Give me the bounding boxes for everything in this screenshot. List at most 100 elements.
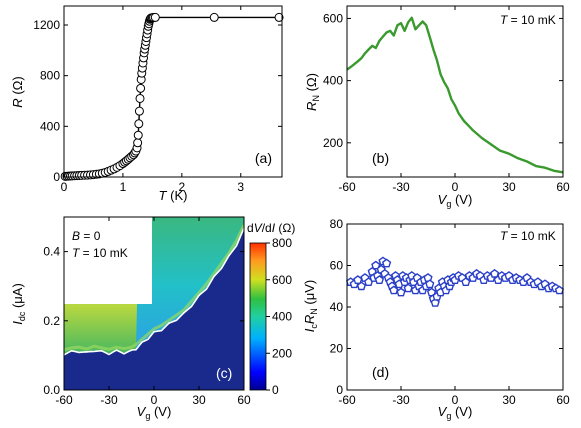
colorbar-ticks: 0 200 400 600 800 (266, 236, 292, 397)
panel-c-annotation-b: B = 0 (72, 229, 101, 243)
x-tick-label: 30 (192, 393, 206, 407)
panel-d-ylabel: IcRN (μV) (302, 280, 319, 332)
panel-c-annotation-t: T = 10 mK (72, 246, 128, 260)
colorbar (249, 242, 267, 391)
data-point (425, 279, 435, 289)
y-tick-label: 0 (53, 170, 60, 184)
panel-d-frame (346, 223, 564, 391)
data-point (136, 83, 146, 93)
y-tick-label: 20 (330, 342, 344, 356)
panel-d-series (345, 256, 565, 307)
x-tick-label: 2 (178, 180, 185, 194)
x-tick-label: 60 (556, 180, 570, 194)
data-point (389, 285, 399, 295)
panel-d-ticks: -60 -30 0 30 60 0 20 40 60 80 (330, 217, 570, 407)
y-tick-label: 80 (330, 217, 344, 231)
panel-d-label: (d) (372, 364, 389, 380)
panel-c-heatmap (64, 217, 244, 390)
data-point (489, 268, 500, 278)
y-tick-label: 1200 (33, 18, 60, 32)
switching-current-contour (64, 227, 244, 356)
x-tick-label: -30 (392, 180, 410, 194)
x-tick-label: 0 (61, 180, 68, 194)
x-tick-label: 0 (151, 393, 158, 407)
x-tick-label: 60 (237, 393, 251, 407)
panel-b-xlabel: Vg (V) (438, 192, 473, 209)
data-point (381, 258, 392, 268)
data-point (150, 12, 160, 22)
colorbar-tick-label: 800 (272, 236, 292, 250)
y-tick-label: 400 (323, 74, 343, 88)
x-tick-label: 60 (556, 393, 570, 407)
resistance-line (65, 16, 280, 178)
panel-a-series (60, 12, 284, 181)
x-tick-label: 3 (237, 180, 244, 194)
panel-a-ylabel: R (Ω) (10, 76, 25, 107)
panel-a-label: (a) (255, 150, 272, 166)
data-point (461, 277, 471, 286)
panel-a-xlabel: T (K) (159, 188, 188, 203)
panel-b-label: (b) (372, 150, 389, 166)
panel-a-frame (63, 5, 283, 178)
x-tick-label: 30 (502, 393, 516, 407)
colorbar-tick-label: 200 (272, 346, 292, 360)
y-tick-label: 0.4 (43, 245, 60, 259)
data-point (356, 281, 367, 291)
data-point (374, 275, 385, 284)
panel-d: -60 -30 0 30 60 0 20 40 60 80 (d) T = 10 mK Vg (V… (302, 217, 570, 421)
panel-c-ticks: -60 -30 0 30 60 0.0 0.2 0.4 (43, 217, 251, 407)
panel-c-frame (63, 216, 245, 391)
panel-b-series (346, 16, 564, 174)
heatmap-band (64, 224, 244, 352)
panel-c-xlabel: Vg (V) (137, 404, 172, 421)
data-point (134, 106, 144, 116)
heatmap-inset-blank (64, 217, 152, 304)
data-point (134, 119, 144, 129)
panel-d-xlabel: Vg (V) (438, 404, 473, 421)
data-point (396, 287, 406, 297)
data-point (133, 138, 143, 148)
panel-c-label: (c) (216, 365, 232, 381)
panel-b-ticks: -60 -30 0 30 60 200 400 600 (323, 6, 570, 194)
panel-a-ticks: 0 1 2 3 0 400 800 1200 (33, 6, 282, 194)
panel-b-annotation: T = 10 mK (500, 13, 556, 27)
panel-b-frame (346, 5, 564, 178)
y-tick-label: 400 (40, 119, 60, 133)
data-point (403, 283, 413, 293)
y-tick-label: 800 (40, 69, 60, 83)
data-point (371, 260, 381, 270)
colorbar-tick-label: 400 (272, 310, 292, 324)
x-tick-label: -30 (392, 393, 410, 407)
x-tick-label: 0 (452, 180, 459, 194)
y-tick-label: 40 (330, 300, 344, 314)
x-tick-label: 1 (120, 180, 127, 194)
data-point (135, 93, 145, 103)
x-tick-label: -60 (338, 180, 356, 194)
data-point (209, 12, 219, 22)
x-tick-label: -30 (100, 393, 118, 407)
y-tick-label: 600 (323, 11, 343, 25)
y-tick-label: 60 (330, 259, 344, 273)
panel-d-annotation: T = 10 mK (500, 229, 556, 243)
x-tick-label: 30 (502, 180, 516, 194)
y-tick-label: 200 (323, 136, 343, 150)
panel-b-ylabel: RN (Ω) (304, 73, 321, 111)
panel-b: -60 -30 0 30 60 200 400 600 (b) T = 10 mK Vg (V… (304, 5, 570, 209)
x-tick-label: -60 (338, 393, 356, 407)
data-point (353, 275, 363, 284)
y-tick-label: 0.2 (43, 314, 60, 328)
data-point (274, 12, 284, 22)
colorbar-tick-label: 600 (272, 273, 292, 287)
x-tick-label: 0 (452, 393, 459, 407)
y-tick-label: 0 (336, 383, 343, 397)
data-point (133, 130, 143, 140)
x-tick-label: -60 (55, 393, 73, 407)
colorbar-tick-label: 0 (272, 383, 279, 397)
y-tick-label: 0.0 (43, 383, 60, 397)
colorbar-label: dV/dI (Ω) (247, 221, 295, 235)
data-point (430, 298, 440, 307)
panel-c-ylabel: Idc (μA) (10, 283, 27, 325)
panel-c: -60 -30 0 30 60 0.0 0.2 0.4 (c) B = 0 T = 10 mK… (10, 216, 295, 421)
panel-a: 0 1 2 3 0 400 800 1200 (a) T (K) R (Ω) (10, 5, 284, 203)
